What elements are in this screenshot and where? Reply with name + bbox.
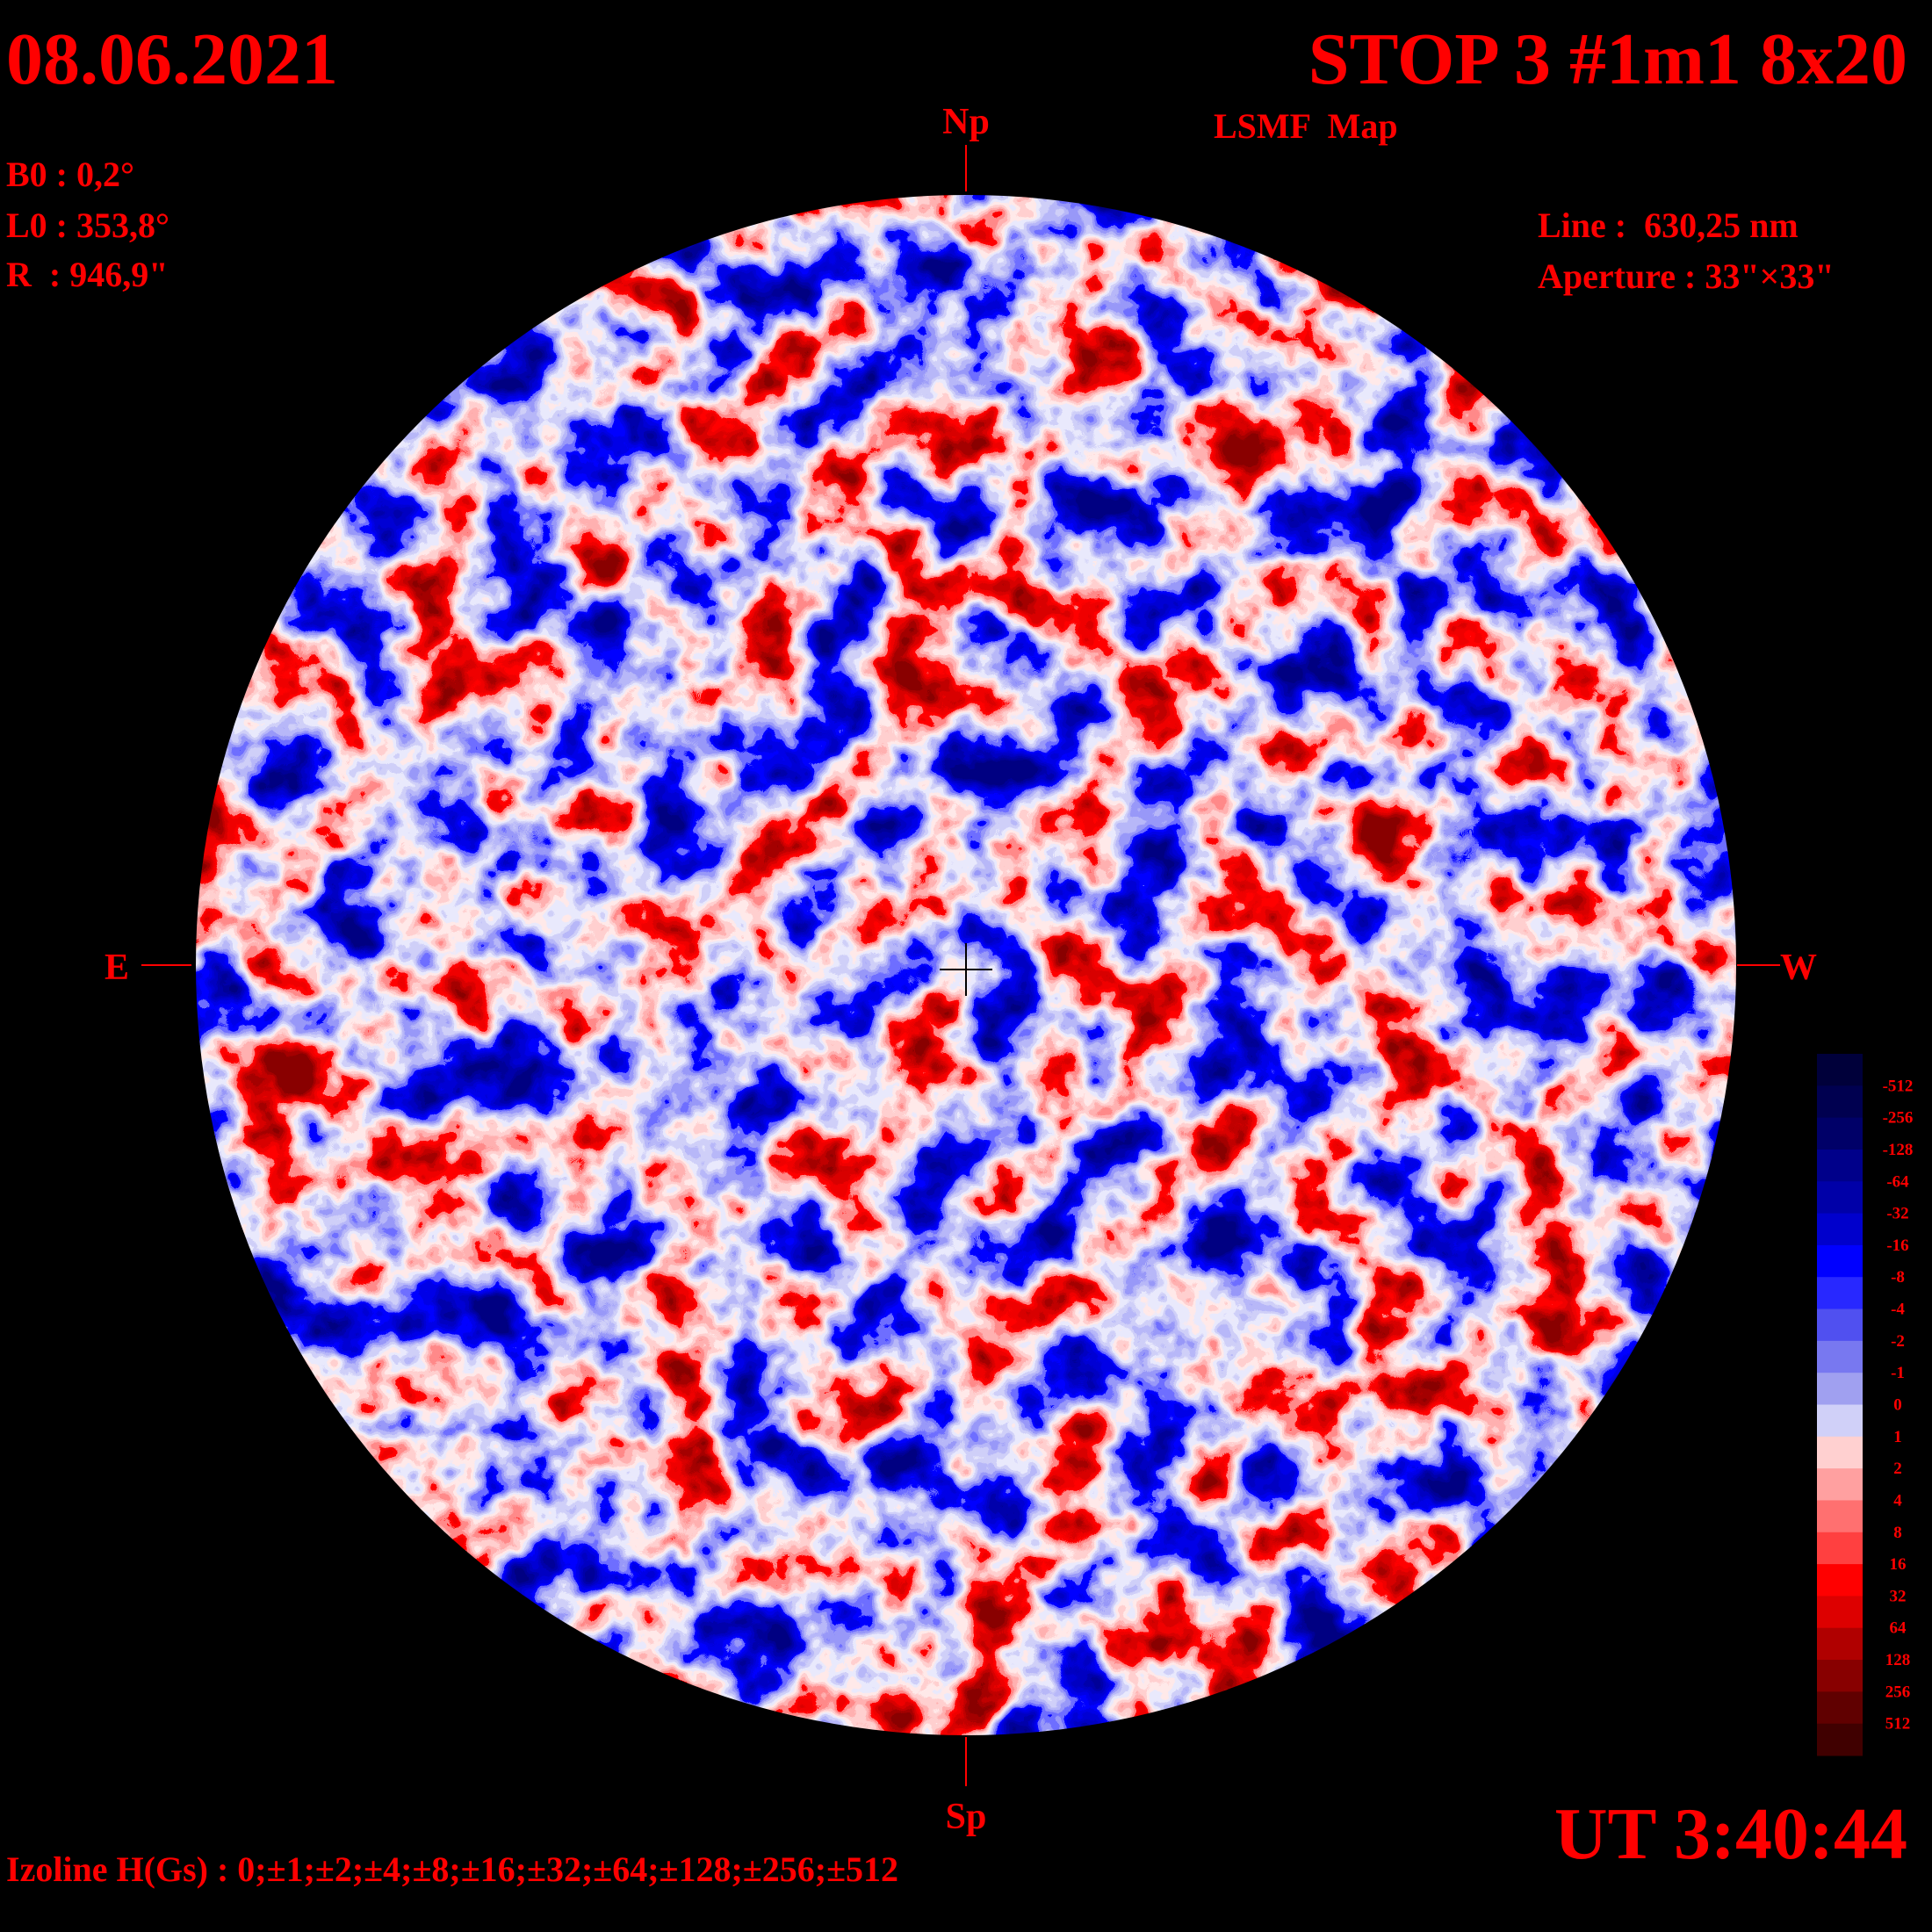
east-label: E — [105, 948, 129, 988]
colorbar-band — [1817, 1308, 1863, 1342]
colorbar-band — [1817, 1277, 1863, 1310]
colorbar-label: -128 — [1883, 1141, 1914, 1159]
colorbar-band — [1817, 1436, 1863, 1469]
colorbar-band — [1817, 1691, 1863, 1725]
west-label: W — [1780, 948, 1817, 988]
aperture: Aperture : 33"×33" — [1538, 256, 1835, 296]
colorbar-label: -16 — [1886, 1236, 1908, 1255]
colorbar-label: -4 — [1891, 1301, 1905, 1319]
colorbar-band — [1817, 1627, 1863, 1661]
colorbar-band — [1817, 1373, 1863, 1405]
colorbar-band — [1817, 1596, 1863, 1629]
colorbar-band — [1817, 1404, 1863, 1438]
colorbar-label: 64 — [1890, 1619, 1907, 1638]
colorbar-band — [1817, 1054, 1863, 1086]
colorbar-band — [1817, 1117, 1863, 1150]
colorbar-band — [1817, 1085, 1863, 1119]
south-label: Sp — [946, 1797, 987, 1837]
colorbar-label: 4 — [1893, 1491, 1902, 1510]
colorbar-band — [1817, 1244, 1863, 1278]
line: Line : 630,25 nm — [1538, 205, 1799, 245]
colorbar-band — [1817, 1532, 1863, 1565]
colorbar-label: 256 — [1885, 1683, 1911, 1701]
center-cross — [940, 943, 992, 996]
colorbar-label: -256 — [1883, 1109, 1914, 1128]
colorbar-label: 1 — [1893, 1428, 1902, 1446]
colorbar-label: -32 — [1886, 1205, 1908, 1223]
l0: L0 : 353,8° — [6, 205, 169, 245]
colorbar-label: 16 — [1890, 1555, 1907, 1574]
colorbar-band — [1817, 1468, 1863, 1501]
colorbar-band — [1817, 1149, 1863, 1182]
isolines: Izoline H(Gs) : 0;±1;±2;±4;±8;±16;±32;±6… — [6, 1849, 898, 1889]
colorbar-label: -8 — [1891, 1268, 1905, 1287]
subtitle: LSMF Map — [1214, 106, 1398, 146]
colorbar-label: 128 — [1885, 1651, 1911, 1669]
colorbar-band — [1817, 1213, 1863, 1246]
colorbar-label: 0 — [1893, 1396, 1902, 1415]
date: 08.06.2021 — [6, 18, 338, 100]
colorbar-band — [1817, 1723, 1863, 1756]
colorbar-label: 32 — [1890, 1587, 1907, 1605]
b0: B0 : 0,2° — [6, 155, 134, 194]
colorbar-label: 2 — [1893, 1460, 1902, 1478]
north-label: Np — [942, 102, 990, 142]
colorbar-label: -1 — [1891, 1364, 1905, 1382]
colorbar: -512 -256 -128 -64 -32 -16 -8 -4 -2 -1 0 1 2 4 8 16 32 64… — [1817, 1054, 1913, 1756]
colorbar-band — [1817, 1500, 1863, 1533]
title: STOP 3 #1m1 8x20 — [1308, 18, 1907, 100]
colorbar-label: -64 — [1886, 1172, 1909, 1191]
time: UT 3:40:44 — [1554, 1793, 1907, 1875]
colorbar-label: 512 — [1885, 1715, 1911, 1734]
colorbar-label: 8 — [1893, 1524, 1902, 1542]
colorbar-band — [1817, 1181, 1863, 1215]
colorbar-band — [1817, 1340, 1863, 1373]
colorbar-band — [1817, 1564, 1863, 1597]
colorbar-label: -512 — [1883, 1077, 1914, 1095]
colorbar-band — [1817, 1660, 1863, 1692]
radius: R : 946,9" — [6, 255, 168, 294]
colorbar-label: -2 — [1891, 1332, 1905, 1351]
